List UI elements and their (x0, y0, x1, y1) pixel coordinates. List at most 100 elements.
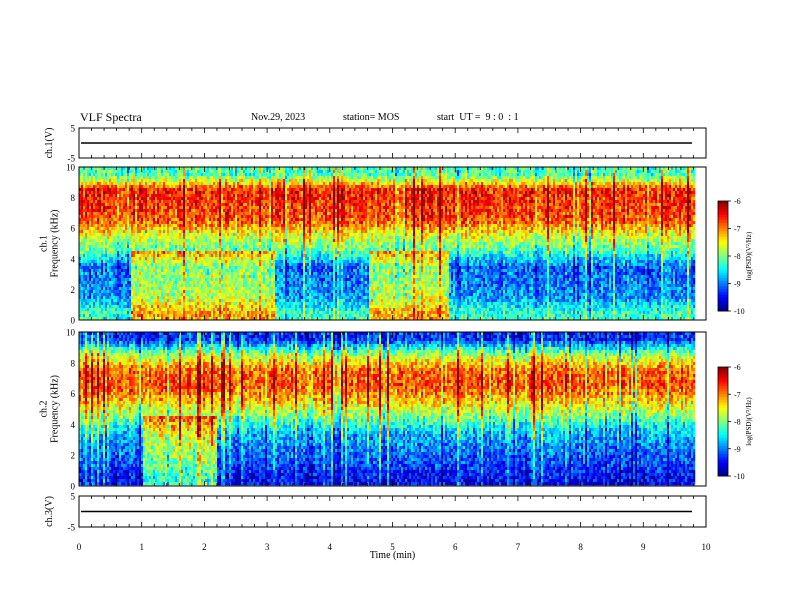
spectrogram-cell (205, 293, 208, 297)
spectrogram-cell (153, 179, 156, 183)
spectrogram-cell (111, 293, 114, 297)
spectrogram-cell (267, 257, 270, 261)
spectrogram-cell (215, 194, 218, 198)
spectrogram-cell (231, 302, 234, 306)
spectrogram-cell (145, 284, 148, 288)
spectrogram-cell (231, 242, 234, 246)
spectrogram-cell (185, 182, 188, 186)
spectrogram-cell (177, 239, 180, 243)
spectrogram-cell (263, 263, 266, 267)
spectrogram-cell (79, 269, 82, 273)
spectrogram-cell (93, 185, 96, 189)
spectrogram-cell (257, 197, 260, 201)
spectrogram-cell (259, 176, 262, 180)
spectrogram-cell (129, 251, 132, 255)
spectrogram-cell (129, 221, 132, 225)
spectrogram-cell (95, 257, 98, 261)
spectrogram-cell (201, 194, 204, 198)
spectrogram-cell (157, 185, 160, 189)
spectrogram-cell (119, 233, 122, 237)
spectrogram-cell (179, 272, 182, 276)
spectrogram-cell (245, 233, 248, 237)
spectrogram-cell (161, 197, 164, 201)
spectrogram-cell (207, 278, 210, 282)
spectrogram-cell (125, 197, 128, 201)
spectrogram-cell (209, 308, 212, 312)
spectrogram-cell (233, 299, 236, 303)
spectrogram-cell (229, 239, 232, 243)
spectrogram-cell (201, 314, 204, 318)
spectrogram-cell (223, 299, 226, 303)
spectrogram-cell (231, 212, 234, 216)
spectrogram-cell (179, 221, 182, 225)
spectrogram-cell (221, 239, 224, 243)
spectrogram-cell (133, 185, 136, 189)
spectrogram-cell (185, 197, 188, 201)
spectrogram-cell (151, 200, 154, 204)
spectrogram-cell (133, 278, 136, 282)
spectrogram-cell (87, 308, 90, 312)
spectrogram-cell (187, 257, 190, 261)
spectrogram-cell (125, 272, 128, 276)
spectrogram-cell (97, 224, 100, 228)
spectrogram-cell (205, 203, 208, 207)
spectrogram-cell (189, 302, 192, 306)
spectrogram-cell (197, 233, 200, 237)
spectrogram-cell (221, 251, 224, 255)
spectrogram-cell (139, 251, 142, 255)
spectrogram-cell (85, 230, 88, 234)
spectrogram-cell (187, 239, 190, 243)
spectrogram-cell (149, 275, 152, 279)
spectrogram-cell (127, 260, 130, 264)
spectrogram-cell (207, 305, 210, 309)
spectrogram-cell (227, 266, 230, 270)
spectrogram-cell (215, 191, 218, 195)
spectrogram-cell (257, 233, 260, 237)
spectrogram-cell (155, 248, 158, 252)
spectrogram-cell (261, 212, 264, 216)
spectrogram-cell (117, 254, 120, 258)
spectrogram-cell (167, 242, 170, 246)
spectrogram-cell (171, 173, 174, 177)
spectrogram-cell (109, 293, 112, 297)
spectrogram-cell (211, 251, 214, 255)
spectrogram-cell (123, 203, 126, 207)
spectrogram-cell (187, 278, 190, 282)
spectrogram-cell (81, 227, 84, 231)
spectrogram-cell (143, 263, 146, 267)
spectrogram-cell (223, 212, 226, 216)
spectrogram-cell (93, 278, 96, 282)
spectrogram-cell (215, 230, 218, 234)
spectrogram-cell (189, 176, 192, 180)
spectrogram-cell (147, 176, 150, 180)
spectrogram-cell (161, 203, 164, 207)
spectrogram-cell (183, 275, 186, 279)
spectrogram-cell (197, 293, 200, 297)
spectrogram-cell (215, 296, 218, 300)
spectrogram-cell (123, 176, 126, 180)
spectrogram-cell (173, 215, 176, 219)
spectrogram-cell (175, 299, 178, 303)
spectrogram-cell (189, 314, 192, 318)
spectrogram-cell (133, 284, 136, 288)
spectrogram-cell (259, 290, 262, 294)
spectrogram-cell (163, 308, 166, 312)
spectrogram-cell (181, 281, 184, 285)
spectrogram-cell (117, 167, 120, 171)
spectrogram-cell (179, 239, 182, 243)
spectrogram-cell (137, 299, 140, 303)
spectrogram-cell (237, 233, 240, 237)
spectrogram-cell (147, 191, 150, 195)
spectrogram-cell (235, 218, 238, 222)
spectrogram-cell (225, 266, 228, 270)
spectrogram-cell (209, 209, 212, 213)
spectrogram-cell (117, 248, 120, 252)
spectrogram-cell (85, 272, 88, 276)
spectrogram-cell (131, 170, 134, 174)
spectrogram-cell (95, 242, 98, 246)
spectrogram-cell (233, 221, 236, 225)
spectrogram-cell (141, 251, 144, 255)
spectrogram-cell (91, 254, 94, 258)
spectrogram-cell (187, 290, 190, 294)
spectrogram-cell (121, 188, 124, 192)
